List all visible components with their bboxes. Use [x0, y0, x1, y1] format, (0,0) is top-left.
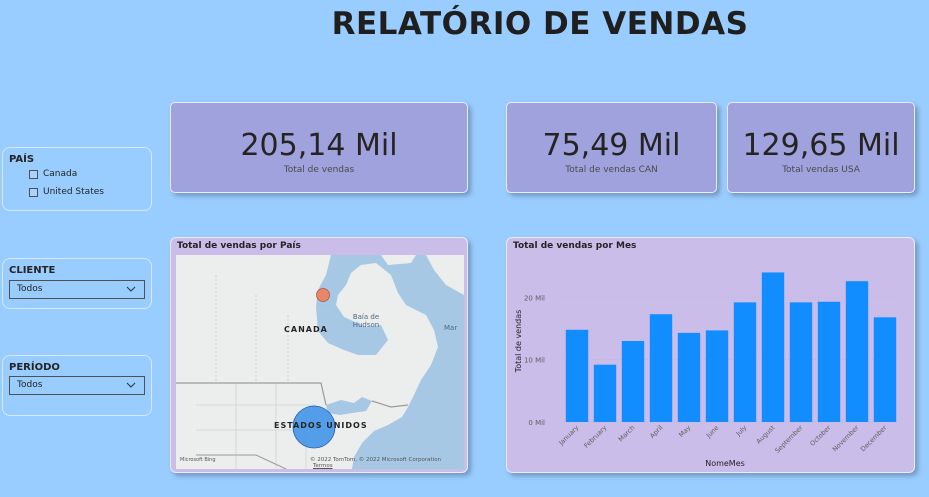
- y-tick-label: 0 Mil: [528, 419, 545, 427]
- period-dropdown-value: Todos: [17, 380, 43, 390]
- bar-december[interactable]: [873, 317, 897, 422]
- x-axis-title: NomeMes: [705, 459, 745, 468]
- kpi-card-total[interactable]: 205,14 Mil Total de vendas: [170, 102, 468, 193]
- kpi-card-usa[interactable]: 129,65 Mil Total vendas USA: [727, 102, 915, 193]
- x-tick-label: March: [617, 424, 637, 444]
- x-tick-label: October: [808, 424, 832, 448]
- x-tick-label: December: [859, 424, 889, 454]
- map-logo: Microsoft Bing: [180, 457, 216, 463]
- x-tick-label: June: [704, 424, 720, 440]
- country-option-label: United States: [43, 187, 104, 197]
- bar-november[interactable]: [845, 281, 869, 422]
- country-option-canada[interactable]: Canada: [29, 169, 77, 179]
- kpi-value: 205,14 Mil: [240, 128, 398, 163]
- checkbox[interactable]: [29, 187, 38, 197]
- canada-sales-bubble[interactable]: [316, 288, 330, 302]
- x-tick-label: February: [582, 424, 608, 450]
- x-tick-label: November: [831, 424, 861, 454]
- country-option-label: Canada: [43, 169, 78, 179]
- y-tick-label: 10 Mil: [524, 357, 545, 365]
- kpi-label: Total de vendas: [283, 165, 355, 175]
- kpi-card-canada[interactable]: 75,49 Mil Total de vendas CAN: [506, 102, 717, 193]
- chevron-down-icon: [126, 382, 136, 388]
- kpi-label: Total de vendas CAN: [565, 165, 658, 175]
- period-dropdown[interactable]: Todos: [9, 376, 145, 395]
- bar-may[interactable]: [677, 332, 701, 422]
- x-tick-label: August: [755, 423, 777, 445]
- bar-july[interactable]: [733, 302, 757, 422]
- chart-title: Total de vendas por Mes: [513, 241, 637, 251]
- map-canvas[interactable]: CANADA ESTADOS UNIDOS Baía de Hudson Mar…: [176, 255, 464, 469]
- checkbox[interactable]: [29, 169, 38, 179]
- map-title: Total de vendas por País: [177, 241, 301, 251]
- x-tick-label: July: [734, 424, 749, 439]
- x-tick-label: September: [773, 424, 804, 455]
- page-title: RELATÓRIO DE VENDAS: [331, 6, 749, 42]
- kpi-value: 129,65 Mil: [742, 128, 900, 163]
- country-option-united-states[interactable]: United States: [29, 187, 104, 197]
- y-tick-label: 20 Mil: [524, 294, 545, 302]
- map-label-sea: Mar: [444, 324, 458, 332]
- period-slicer: PERÍODO Todos: [2, 355, 152, 416]
- map-graphic: [176, 255, 464, 469]
- bar-april[interactable]: [649, 314, 673, 422]
- map-label-usa: ESTADOS UNIDOS: [274, 421, 368, 430]
- period-slicer-title: PERÍODO: [9, 362, 60, 373]
- x-tick-label: April: [648, 424, 664, 440]
- bar-september[interactable]: [789, 302, 813, 422]
- bar-january[interactable]: [565, 329, 589, 422]
- client-dropdown[interactable]: Todos: [9, 280, 145, 299]
- monthly-sales-chart[interactable]: Total de vendas por Mes 0 Mil 10 Mil 20 Mi…: [506, 237, 915, 473]
- map-terms-link[interactable]: Termos: [313, 463, 333, 469]
- map-visual[interactable]: Total de vendas por País: [170, 237, 468, 473]
- x-tick-label: May: [677, 424, 692, 439]
- country-slicer-title: PAÍS: [9, 154, 35, 165]
- kpi-label: Total vendas USA: [782, 165, 860, 175]
- bar-june[interactable]: [705, 330, 729, 422]
- bar-october[interactable]: [817, 301, 841, 422]
- chevron-down-icon: [126, 286, 136, 292]
- country-slicer: PAÍS Canada United States: [2, 147, 152, 211]
- y-axis-title: Total de vendas: [514, 310, 523, 374]
- client-slicer-title: CLIENTE: [9, 265, 56, 276]
- map-label-canada: CANADA: [284, 325, 328, 334]
- x-tick-label: January: [557, 424, 581, 448]
- map-attribution: © 2022 TomTom, © 2022 Microsoft Corporat…: [310, 457, 442, 463]
- bar-chart: 0 Mil 10 Mil 20 Mil January February March Apr…: [514, 272, 899, 468]
- kpi-value: 75,49 Mil: [542, 128, 681, 163]
- map-label-hudson: Baía de Hudson: [352, 313, 380, 329]
- bar-august[interactable]: [761, 272, 785, 422]
- usa-sales-bubble[interactable]: [292, 405, 336, 449]
- client-slicer: CLIENTE Todos: [2, 258, 152, 309]
- client-dropdown-value: Todos: [17, 284, 43, 294]
- map-attribution-row: © 2022 TomTom, © 2022 Microsoft Corporat…: [310, 457, 464, 469]
- bar-february[interactable]: [593, 364, 617, 422]
- bar-march[interactable]: [621, 341, 645, 422]
